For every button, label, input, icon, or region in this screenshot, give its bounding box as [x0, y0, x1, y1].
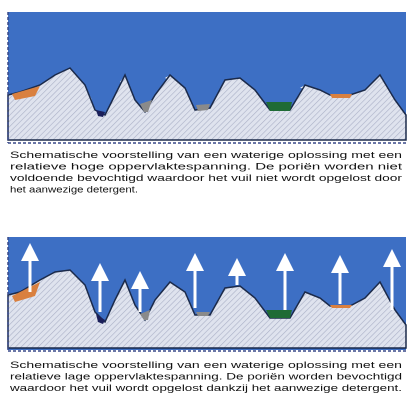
arrows — [21, 243, 401, 312]
dirt — [266, 102, 292, 111]
caption: Schematische voorstelling van een wateri… — [10, 150, 403, 196]
caption-line: voldoende bevochtigd waardoor het vuil n… — [10, 173, 403, 184]
caption-line: Schematische voorstelling van een wateri… — [10, 360, 402, 371]
caption-line: relatieve hoge oppervlaktespanning. De p… — [10, 162, 403, 173]
caption-line: relatieve lage oppervlaktespanning. De p… — [10, 372, 402, 383]
substrate — [7, 67, 407, 141]
dirt — [330, 94, 352, 98]
caption-line: waardoor het vuil wordt opgelost dankzij… — [9, 383, 402, 394]
dirt — [196, 104, 210, 111]
caption-line: het aanwezige detergent. — [10, 185, 138, 196]
dirt — [12, 86, 40, 100]
caption-line: Schematische voorstelling van een wateri… — [10, 150, 402, 161]
dirt — [96, 314, 105, 324]
dirt — [140, 310, 150, 320]
panel-bottom: Schematische voorstelling van een wateri… — [7, 237, 407, 394]
dirt — [266, 310, 292, 318]
dirt — [196, 312, 210, 316]
dirt — [12, 282, 40, 302]
dirt — [96, 110, 105, 117]
panel-top: Schematische voorstelling van een wateri… — [7, 12, 407, 196]
substrate — [7, 269, 407, 349]
dirt — [140, 100, 152, 112]
dirt — [330, 305, 352, 308]
caption: Schematische voorstelling van een wateri… — [9, 360, 402, 394]
